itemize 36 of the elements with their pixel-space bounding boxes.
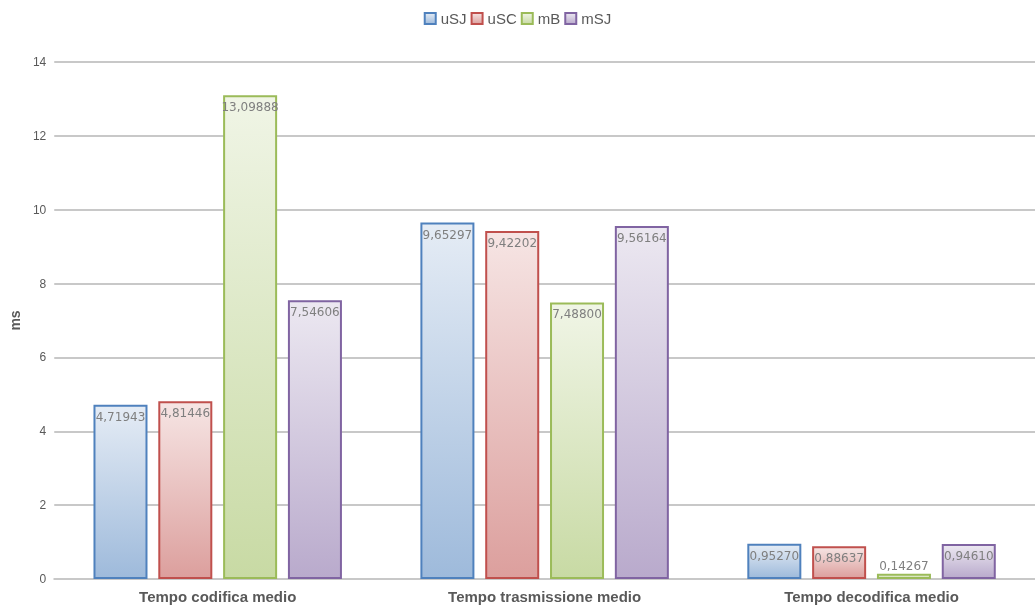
data-label: 7,54606 <box>290 305 340 320</box>
data-label: 7,48800 <box>552 307 602 322</box>
legend-label: mSJ <box>581 10 612 27</box>
bar <box>550 302 605 579</box>
data-label: 4,71943 <box>95 409 146 424</box>
legend-label: uSC <box>487 10 517 27</box>
legend-label: uSJ <box>440 10 467 27</box>
data-label: 9,56164 <box>617 230 667 245</box>
y-tick-label: 0 <box>39 572 47 586</box>
y-tick-label: 6 <box>39 350 47 365</box>
bar <box>287 300 342 579</box>
bar <box>93 404 148 579</box>
data-label: 0,88637 <box>814 551 864 566</box>
legend-label: mB <box>537 10 561 27</box>
y-tick-label: 8 <box>39 276 47 291</box>
y-axis-title: ms <box>7 310 23 331</box>
y-tick-label: 12 <box>32 128 47 143</box>
y-tick-label: 2 <box>39 498 47 513</box>
bar <box>485 231 540 579</box>
bar <box>614 225 669 579</box>
bar <box>420 222 475 579</box>
data-label: 0,94610 <box>943 549 994 564</box>
data-label: 0,14267 <box>879 558 929 573</box>
data-label: 0,95270 <box>749 548 800 563</box>
y-tick-label: 14 <box>32 55 47 69</box>
bar <box>158 401 213 579</box>
data-label: 4,81446 <box>160 406 211 421</box>
y-tick-label: 4 <box>39 424 47 439</box>
data-label: 9,65297 <box>422 227 473 242</box>
x-tick-label: Tempo codifica medio <box>139 588 297 605</box>
y-tick-label: 10 <box>32 202 47 217</box>
x-tick-label: Tempo trasmissione medio <box>448 588 642 605</box>
data-label: 9,42202 <box>487 236 538 251</box>
bar <box>876 573 931 579</box>
x-tick-label: Tempo decodifica medio <box>784 588 959 605</box>
bar <box>223 95 278 579</box>
